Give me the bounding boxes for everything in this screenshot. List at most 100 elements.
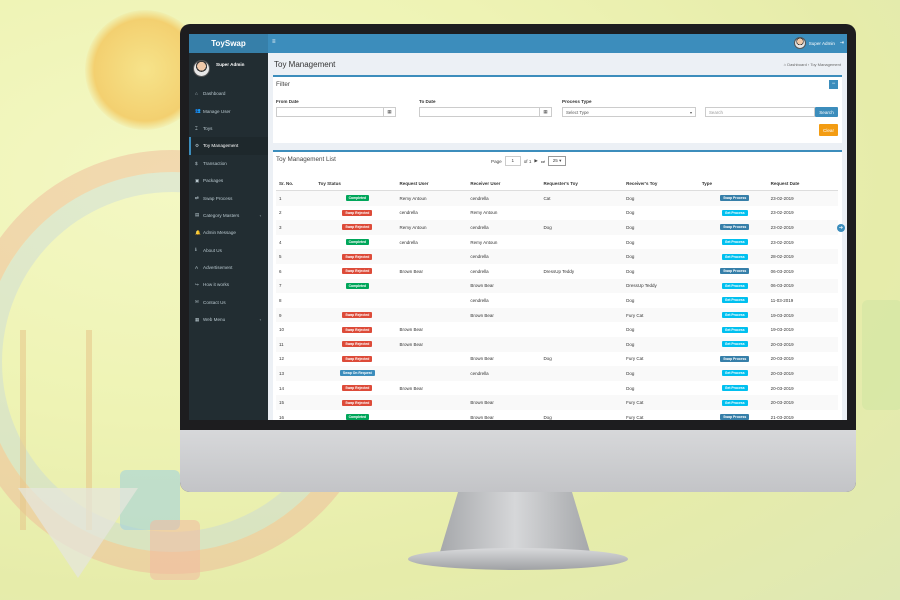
table-row[interactable]: 6 Swap Rejected Brown Bear cendrella DressUp…	[276, 264, 838, 279]
table-cell-rectoy: Fury Cat	[626, 414, 644, 420]
sidebar-item-contact-us[interactable]: ✉ Contact Us	[189, 294, 268, 311]
table-row[interactable]: 14 Swap Rejected Brown Bear Dog Get Process 2…	[276, 381, 838, 396]
scroll-right-icon[interactable]: ➔	[837, 224, 845, 232]
page-size-select[interactable]: 25 ▾	[548, 156, 567, 166]
column-header[interactable]: Request Date	[767, 176, 838, 191]
table-cell-sr: 2	[279, 210, 282, 216]
type-badge: Swap Process	[720, 414, 750, 420]
table-cell-rec	[467, 336, 541, 352]
table-cell-req	[396, 293, 467, 308]
table-row[interactable]: 11 Swap Rejected Brown Bear Dog Get Process 2…	[276, 336, 838, 352]
type-badge: Get Process	[721, 399, 748, 406]
breadcrumb-home[interactable]: Dashboard	[787, 62, 807, 67]
table-row[interactable]: 1 Completed Remy Antoun cendrella Cat Dog Swap…	[276, 190, 838, 206]
status-badge: Swap Rejected	[342, 399, 373, 406]
table-cell-date: 23-02-2019	[770, 210, 794, 216]
sidebar-item-toy-management[interactable]: ⚙ Toy Management	[189, 137, 268, 155]
table-row[interactable]: 13 Swap On Request cendrella Dog Get Process…	[276, 366, 838, 381]
sidebar-item-label: Toy Management	[203, 143, 239, 149]
column-header[interactable]: Type	[698, 176, 768, 191]
table-cell-rec: Brown Bear	[470, 356, 494, 362]
table-cell-rec: Brown Bear	[470, 414, 494, 420]
sidebar-item-dashboard[interactable]: ⌂ Dashboard	[189, 85, 268, 102]
table-cell-type: Get Process	[698, 366, 768, 381]
sidebar-item-admin-message[interactable]: 🔔 Admin Message	[189, 224, 268, 241]
table-cell-date: 20-03-2019	[767, 395, 838, 410]
table-row[interactable]: 16 Completed Brown Bear Dog Fury Cat Swap Pro…	[276, 410, 838, 420]
sidebar-item-toys[interactable]: ⌶ Toys	[189, 120, 268, 137]
sidebar-item-label: Web Menu	[203, 317, 226, 323]
table-cell-rtoy	[540, 381, 623, 396]
sidebar: ToySwap Super Admin ⌂ Dashboard 👥 Manage Us…	[189, 34, 268, 420]
table-cell-rtoy: Cat	[540, 190, 624, 206]
table-row[interactable]: 4 Completed cendrella Remy Antoun Dog Get Pro…	[276, 235, 838, 250]
table-row[interactable]: 8 cendrella Dog Get Process 11-03-2019	[276, 293, 838, 308]
sidebar-item-manage-user[interactable]: 👥 Manage User	[189, 102, 268, 119]
last-page-icon[interactable]: ⏭	[540, 158, 546, 164]
table-cell-sr: 16	[279, 414, 285, 420]
sidebar-item-packages[interactable]: ▣ Packages	[189, 172, 268, 189]
table-body: 1 Completed Remy Antoun cendrella Cat Dog Swap…	[276, 190, 838, 420]
sidebar-item-transaction[interactable]: $ Transaction	[189, 155, 268, 172]
top-user-menu[interactable]: Super Admin	[793, 37, 835, 49]
envelope-icon: ✉	[195, 299, 199, 305]
table-row[interactable]: 10 Swap Rejected Brown Bear Dog Get Process 1…	[276, 322, 838, 337]
column-header[interactable]: Request User	[396, 176, 468, 191]
table-cell-rec: Brown Bear	[467, 307, 541, 323]
table-cell-req	[396, 278, 468, 294]
search-button[interactable]: Search	[815, 107, 838, 117]
search-input[interactable]: Search	[705, 107, 815, 117]
table-cell-rectoy: Fury Cat	[626, 356, 644, 362]
top-navbar: ≡ Super Admin ⇥	[268, 34, 847, 53]
table-cell-rtoy	[540, 278, 624, 294]
table-cell-rec: Brown Bear	[467, 395, 541, 410]
table-cell-status: Swap Rejected	[315, 220, 397, 235]
column-header[interactable]: Receiver User	[467, 176, 541, 191]
calendar-icon[interactable]: ▦	[383, 108, 395, 116]
next-page-icon[interactable]: ▶	[534, 158, 538, 163]
process-type-select[interactable]: Select Type ▾	[562, 107, 696, 117]
sidebar-item-about-us[interactable]: ℹ About Us	[189, 242, 268, 259]
table-row[interactable]: 9 Swap Rejected Brown Bear Fury Cat Get Proc…	[276, 307, 838, 323]
sign-out-icon[interactable]: ⇥	[839, 40, 844, 46]
column-header[interactable]: Receiver's Toy	[623, 176, 699, 191]
page-of-label: of 1	[523, 158, 532, 164]
sidebar-item-category-masters[interactable]: ▤ Category Masters ‹	[189, 207, 268, 224]
table-cell-sr: 7	[276, 278, 316, 294]
table-cell-req: Brown Bear	[399, 268, 423, 274]
sidebar-item-swap-process[interactable]: ⇄ Swap Process	[189, 189, 268, 206]
to-date-input[interactable]: ▦	[419, 107, 552, 117]
type-badge: Get Process	[721, 341, 748, 348]
from-date-input[interactable]: ▦	[276, 107, 396, 117]
table-cell-rec: cendrella	[467, 366, 541, 381]
page-number-input[interactable]: 1	[504, 156, 521, 166]
sidebar-item-how-it-works[interactable]: ↪ How it works	[189, 276, 268, 293]
column-header[interactable]: Toy Status	[315, 176, 397, 191]
column-header[interactable]: Sr. No.	[276, 176, 316, 191]
table-row[interactable]: 12 Swap Rejected Brown Bear Dog Fury Cat Swap…	[276, 352, 838, 367]
app-logo[interactable]: ToySwap	[189, 34, 268, 53]
table-row[interactable]: 7 Completed Brown Bear DressUp Teddy Get Pro…	[276, 278, 838, 294]
column-header[interactable]: Requester's Toy	[540, 176, 624, 191]
collapse-button[interactable]: −	[829, 80, 838, 89]
home-icon: ⌂	[783, 62, 787, 67]
calendar-icon[interactable]: ▦	[539, 108, 551, 116]
sidebar-item-label: Dashboard	[203, 91, 226, 97]
clear-button[interactable]: Clear	[819, 124, 838, 136]
users-icon: 👥	[195, 108, 201, 114]
table-cell-type: Get Process	[699, 235, 768, 250]
sidebar-item-web-menu[interactable]: ▦ Web Menu ‹	[189, 311, 268, 328]
table-row[interactable]: 3 Swap Rejected Remy Antoun cendrella Dog Dog…	[276, 220, 838, 235]
table-cell-sr: 11	[276, 336, 316, 352]
menu-toggle-icon[interactable]: ≡	[272, 39, 276, 45]
table-cell-status: Swap Rejected	[315, 307, 397, 323]
table-cell-rectoy: Fury Cat	[623, 395, 699, 410]
table-row[interactable]: 15 Swap Rejected Brown Bear Fury Cat Get Pro…	[276, 395, 838, 410]
sidebar-item-advertisement[interactable]: A Advertisement	[189, 259, 268, 276]
filter-panel: Filter − From Date ▦ To Date ▦ Process T…	[273, 75, 842, 143]
table-row[interactable]: 5 Swap Rejected cendrella Dog Get Process 28-…	[276, 249, 838, 264]
table-cell-rectoy: Dog	[626, 268, 635, 274]
table-row[interactable]: 2 Swap Rejected cendrella Remy Antoun Dog Get…	[276, 206, 838, 221]
list-title: Toy Management List	[276, 156, 336, 163]
table-cell-type: Get Process	[698, 395, 768, 410]
